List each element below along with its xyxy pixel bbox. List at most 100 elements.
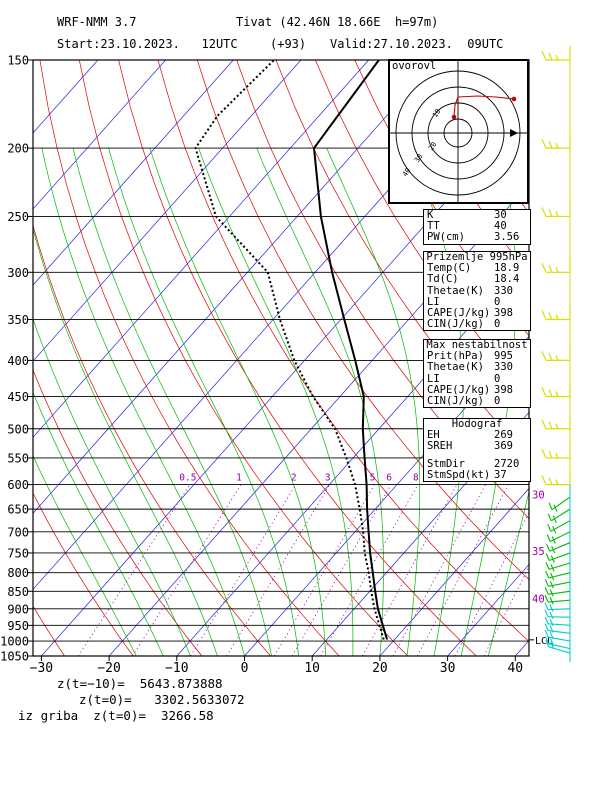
temperature-tick-label: 20 bbox=[372, 661, 388, 676]
pressure-tick-label: 1000 bbox=[0, 635, 29, 649]
temperature-profile bbox=[312, 60, 389, 640]
isotherm-line bbox=[311, 411, 529, 656]
wind-barb bbox=[541, 305, 571, 321]
temperature-tick-label: −20 bbox=[97, 661, 120, 676]
temperature-tick-label: 40 bbox=[507, 661, 523, 676]
pressure-tick-label: 650 bbox=[7, 503, 29, 517]
wind-barb bbox=[541, 46, 571, 61]
isotherm-line bbox=[33, 60, 369, 438]
pressure-tick-label: 700 bbox=[7, 525, 29, 539]
moist-adiabat-line bbox=[149, 147, 327, 656]
mixing-ratio-label: 6 bbox=[386, 473, 392, 484]
dry-adiabat-line bbox=[591, 60, 600, 656]
mixing-ratio-label: 3 bbox=[325, 473, 331, 484]
wind-barb bbox=[546, 531, 571, 544]
surface-box: Prizemlje 995hPa Temp(C) 18.9 Td(C) 18.4 T… bbox=[423, 251, 531, 332]
indices-box: K 30 TT 40 PW(cm) 3.56 bbox=[423, 209, 531, 245]
mixing-ratio-label: 2 bbox=[291, 473, 297, 484]
pressure-tick-label: 200 bbox=[7, 142, 29, 156]
mixing-ratio-label: 1 bbox=[236, 473, 242, 484]
mixing-ratio-line bbox=[417, 484, 509, 656]
pressure-tick-label: 1050 bbox=[0, 650, 29, 664]
moist-adiabat-line bbox=[33, 227, 218, 656]
mixing-ratio-line bbox=[226, 484, 331, 656]
moist-adiabat-line bbox=[41, 148, 245, 656]
wind-barb bbox=[541, 470, 571, 486]
mixing-ratio-line bbox=[77, 484, 191, 656]
mixing-ratio-line bbox=[190, 484, 297, 656]
moist-adiabat-line bbox=[487, 489, 529, 656]
svg-text:40: 40 bbox=[401, 167, 412, 179]
temperature-tick-label: −30 bbox=[30, 661, 53, 676]
moist-adiabat-line bbox=[72, 148, 272, 656]
hodograph-trace bbox=[453, 95, 515, 118]
temperature-tick-label: 30 bbox=[440, 661, 456, 676]
mixing-ratio-line bbox=[454, 511, 529, 656]
pressure-tick-label: 750 bbox=[7, 546, 29, 560]
svg-text:20: 20 bbox=[427, 141, 438, 153]
lead-time: (+93) bbox=[270, 37, 307, 51]
svg-text:30: 30 bbox=[413, 153, 424, 165]
pressure-tick-label: 400 bbox=[7, 354, 29, 368]
pressure-tick-label: 550 bbox=[7, 451, 29, 465]
isotherm-line bbox=[583, 60, 600, 656]
lcl-label: LCL bbox=[535, 636, 553, 647]
model-name: WRF-NMM 3.7 bbox=[57, 15, 137, 29]
theta-label: 35 bbox=[532, 546, 545, 558]
wind-barb bbox=[541, 134, 571, 149]
theta-label: 30 bbox=[532, 490, 545, 502]
wind-barb bbox=[541, 414, 571, 430]
theta-label: 40 bbox=[532, 593, 545, 605]
station-name: Tivat (42.46N 18.66E h=97m) bbox=[236, 15, 439, 29]
wind-barb bbox=[544, 616, 571, 627]
moist-adiabat-line bbox=[33, 318, 191, 656]
wind-barb bbox=[544, 609, 571, 620]
moist-adiabat-line bbox=[33, 455, 137, 656]
valid-time: Valid:27.10.2023. 09UTC bbox=[330, 37, 504, 51]
wind-barb bbox=[544, 623, 571, 634]
svg-text:10: 10 bbox=[431, 108, 442, 120]
z-zero-height: z(t=0)= 3302.5633072 bbox=[79, 692, 245, 707]
mixing-ratio-label: 8 bbox=[413, 473, 419, 484]
isotherm-line bbox=[33, 60, 437, 514]
start-time: Start:23.10.2023. 12UTC bbox=[57, 37, 238, 51]
hodograph-title: ovorovl bbox=[392, 60, 437, 72]
pressure-tick-label: 850 bbox=[7, 585, 29, 599]
wind-barb bbox=[544, 602, 571, 612]
mixing-ratio-label: 0.5 bbox=[179, 473, 196, 484]
pressure-tick-label: 450 bbox=[7, 390, 29, 404]
wind-barb bbox=[541, 202, 571, 218]
dewpoint-profile bbox=[194, 60, 385, 640]
pressure-tick-label: 300 bbox=[7, 266, 29, 280]
mixing-ratio-line bbox=[320, 484, 419, 656]
wind-barb bbox=[544, 594, 571, 605]
wind-barb bbox=[544, 579, 571, 589]
pressure-tick-label: 500 bbox=[7, 422, 29, 436]
hodograph-box: Hodograf EH 269 SREH 369 StmDir 2720 StmSpd… bbox=[423, 418, 531, 483]
isotherm-line bbox=[33, 60, 234, 286]
pressure-tick-label: 800 bbox=[7, 566, 29, 580]
dry-adiabat-line bbox=[78, 60, 409, 656]
pressure-tick-label: 950 bbox=[7, 619, 29, 633]
pressure-tick-label: 250 bbox=[7, 210, 29, 224]
wind-barb bbox=[541, 258, 571, 273]
mixing-ratio-label: 5 bbox=[370, 473, 376, 484]
moist-adiabat-line bbox=[198, 147, 354, 656]
mixing-ratio-line bbox=[483, 565, 529, 656]
pressure-tick-label: 350 bbox=[7, 313, 29, 327]
isotherm-line bbox=[33, 60, 302, 362]
wind-barb bbox=[541, 443, 571, 459]
wind-barb bbox=[544, 587, 571, 597]
z-zero-height-grib: iz griba z(t=0)= 3266.58 bbox=[18, 708, 214, 723]
mixing-ratio-line bbox=[392, 484, 486, 656]
wind-barb bbox=[544, 629, 571, 642]
moist-adiabat-line bbox=[256, 147, 384, 656]
moist-adiabat-line bbox=[108, 148, 300, 656]
moist-adiabat-line bbox=[33, 391, 164, 656]
isotherm-line bbox=[108, 183, 529, 656]
moist-adiabat-line bbox=[326, 147, 421, 656]
temperature-tick-label: 10 bbox=[304, 661, 320, 676]
hodograph-panel: 10 20 30 40 bbox=[388, 59, 529, 204]
wind-barb bbox=[548, 496, 571, 512]
